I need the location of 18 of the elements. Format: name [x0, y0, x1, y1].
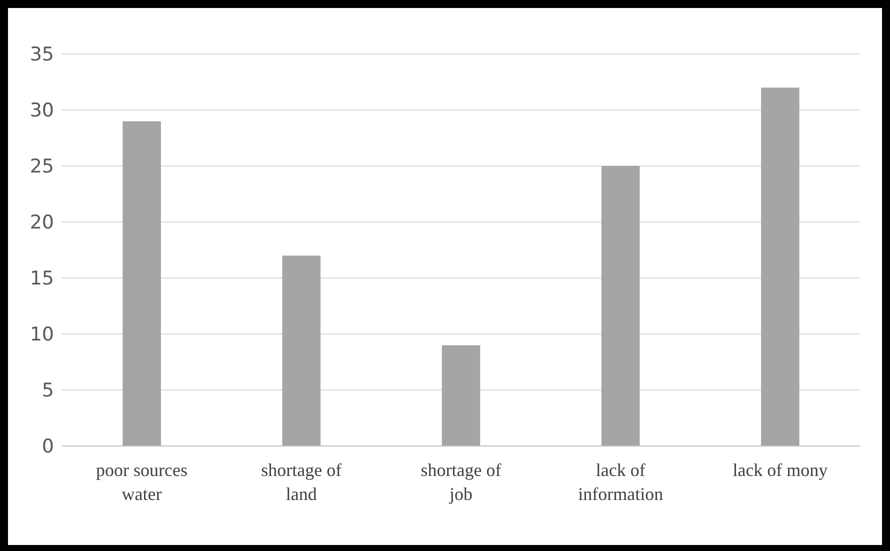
- y-tick-label: 20: [30, 212, 54, 234]
- y-tick-label: 5: [42, 380, 54, 402]
- y-tick-label: 25: [30, 156, 54, 178]
- bar: [442, 345, 480, 446]
- y-tick-label: 15: [30, 268, 54, 290]
- bar: [122, 121, 161, 446]
- y-tick-label: 0: [42, 436, 54, 458]
- bar: [601, 166, 640, 446]
- bar: [282, 256, 321, 446]
- y-tick-label: 35: [30, 44, 54, 66]
- x-tick-label: shortage of land: [261, 460, 342, 504]
- y-tick-label: 10: [30, 324, 54, 346]
- bar: [761, 88, 800, 446]
- x-tick-label: lack of mony: [732, 460, 828, 480]
- x-tick-label: poor sources water: [96, 460, 188, 504]
- x-tick-label: lack of information: [578, 460, 664, 504]
- y-tick-label: 30: [30, 100, 54, 122]
- x-tick-label: shortage of job: [420, 460, 502, 504]
